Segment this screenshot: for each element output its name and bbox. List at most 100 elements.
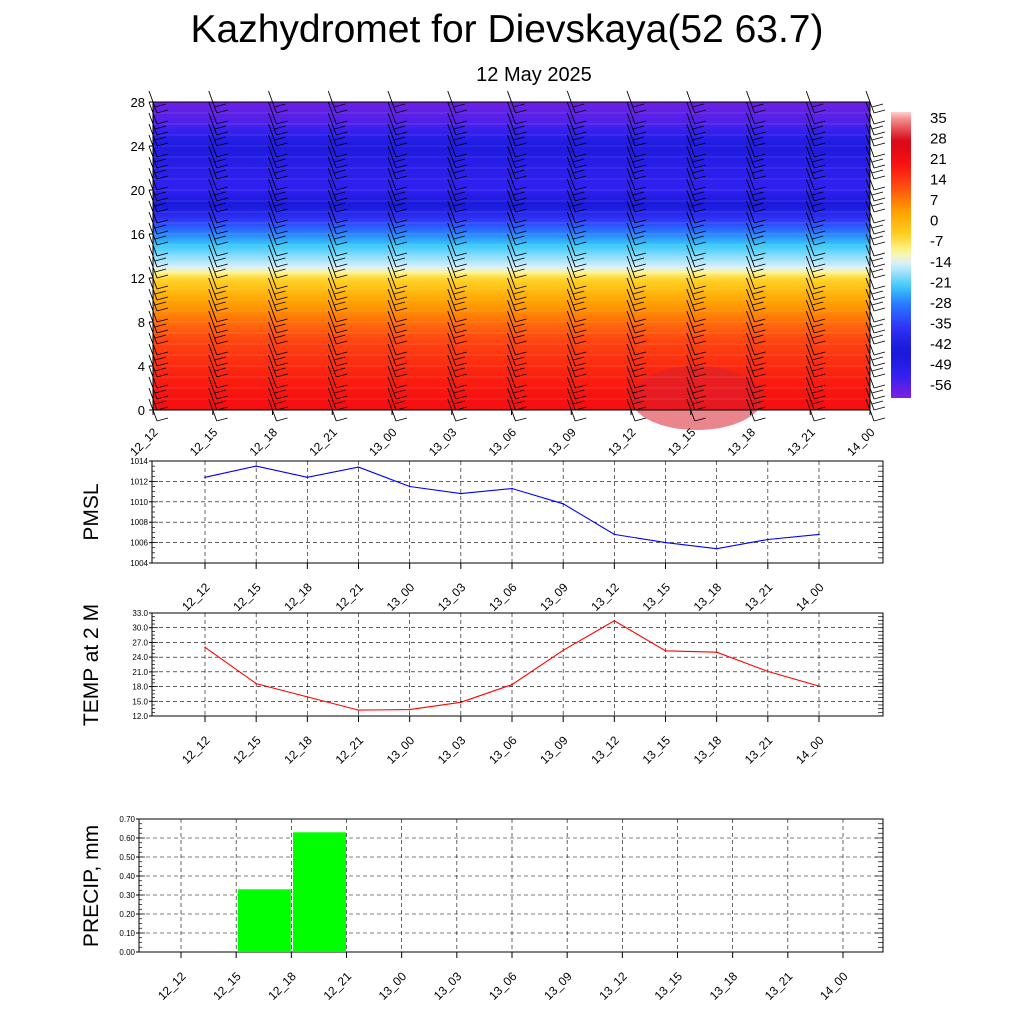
wind-barb [746, 167, 766, 191]
wind-barb [208, 332, 228, 356]
wind-barb [387, 266, 408, 290]
plot-frame [151, 612, 884, 717]
x-tick-label: 13_09 [537, 580, 571, 614]
wind-barb [686, 266, 706, 290]
wind-barb [387, 134, 408, 158]
wind-barb [268, 200, 288, 224]
y-tick-label: 20 [131, 183, 145, 198]
wind-barb [805, 134, 826, 158]
y-tick-label: 1012 [130, 477, 148, 486]
wind-barb [626, 134, 647, 158]
x-tick-label: 12_12 [127, 425, 161, 459]
wind-barb [447, 200, 467, 224]
wind-barb [746, 288, 766, 312]
x-tick-label: 13_06 [486, 425, 520, 459]
wind-barb [746, 200, 766, 224]
wind-barb [626, 277, 647, 301]
wind-barb [327, 211, 348, 235]
wind-barb [447, 332, 467, 356]
x-tick-label: 13_03 [431, 969, 465, 1003]
wind-barb [447, 310, 467, 334]
wind-barb [805, 156, 826, 180]
wind-barb [566, 288, 587, 312]
x-tick-label: 12_18 [281, 580, 315, 614]
wind-barb [268, 365, 288, 389]
x-tick-label: 12_12 [155, 969, 189, 1003]
x-tick-label: 12_15 [230, 733, 264, 767]
wind-barb [208, 321, 228, 345]
wind-barb [566, 266, 587, 290]
x-tick-label: 13_00 [376, 969, 410, 1003]
x-tick-label: 12_15 [230, 580, 264, 614]
x-tick-label: 12_18 [265, 969, 299, 1003]
data-point [255, 682, 257, 685]
wind-barb [805, 332, 826, 356]
wind-barb [208, 112, 228, 136]
wind-barb [805, 123, 826, 147]
wind-barb [208, 376, 228, 400]
x-tick-label: 13_00 [366, 425, 400, 459]
data-point [767, 538, 769, 541]
wind-barb [686, 321, 706, 345]
wind-barb [626, 222, 647, 246]
wind-barb [507, 145, 527, 169]
x-tick-label: 13_15 [640, 733, 674, 767]
precip-chart: 0.00 0.10 0.20 0.30 0.40 0.50 0.60 0.70 12_12 12_… [119, 815, 884, 1003]
x-tick-label: 13_12 [605, 425, 639, 459]
data-point [511, 487, 513, 490]
x-tick-label: 13_06 [486, 969, 520, 1003]
wind-barb [686, 255, 706, 279]
wind-barb [686, 354, 706, 378]
wind-barb [686, 200, 706, 224]
wind-barb [447, 189, 467, 213]
data-point [408, 708, 411, 711]
x-tick-label: 13_12 [588, 580, 622, 614]
y-tick-label: 0 [138, 403, 145, 418]
wind-barb [626, 189, 647, 213]
wind-barb [447, 376, 467, 400]
wind-barb [507, 376, 527, 400]
wind-barb [686, 112, 706, 136]
wind-barb [387, 277, 408, 301]
wind-barb [327, 255, 348, 279]
wind-barb [626, 332, 647, 356]
wind-barb [268, 233, 288, 257]
x-tick-label: 13_21 [784, 425, 818, 459]
data-point [613, 620, 616, 622]
wind-barb [327, 376, 348, 400]
wind-barb [805, 299, 826, 323]
wind-barb [447, 244, 467, 268]
y-tick-label: 33.0 [132, 609, 148, 618]
y-tick-label: 15.0 [132, 697, 148, 706]
y-tick-label: 1006 [130, 539, 148, 548]
data-point [460, 492, 462, 495]
wind-barb [447, 222, 467, 246]
y-tick-label: 24 [131, 139, 145, 154]
colorbar-label: -56 [930, 377, 952, 394]
wind-barb [566, 310, 587, 334]
wind-barb [268, 255, 288, 279]
wind-barb [387, 167, 408, 191]
wind-barb [566, 145, 587, 169]
wind-barb [447, 277, 467, 301]
x-tick-label: 14_00 [844, 425, 878, 459]
wind-barb [387, 112, 408, 136]
wind-barb [686, 310, 706, 334]
bar [293, 832, 346, 952]
wind-barb [566, 244, 587, 268]
wind-barb [746, 178, 766, 202]
x-tick-label: 12_21 [321, 969, 355, 1003]
x-tick-label: 12_12 [179, 733, 213, 767]
wind-barb [268, 299, 288, 323]
data-point [715, 547, 718, 550]
wind-barb [686, 222, 706, 246]
x-tick-label: 13_00 [384, 580, 418, 614]
wind-barb [566, 222, 587, 246]
y-tick-label: 0.20 [119, 910, 135, 919]
wind-barb [507, 178, 527, 202]
wind-barb [626, 343, 647, 367]
wind-barb [208, 299, 228, 323]
wind-barb [268, 310, 288, 334]
y-tick-label: 12.0 [132, 712, 148, 721]
